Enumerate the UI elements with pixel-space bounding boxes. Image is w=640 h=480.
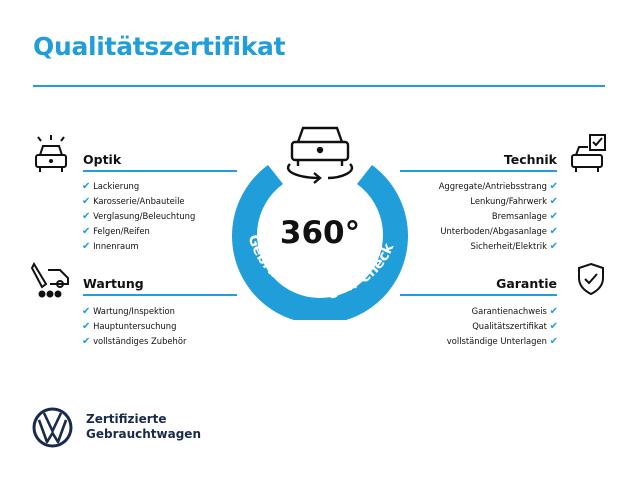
list-item: vollständige Unterlagen ✔	[446, 336, 558, 347]
check-icon: ✔	[82, 226, 91, 237]
list-item: Unterboden/Abgasanlage ✔	[440, 226, 558, 237]
list-item: ✔ Lackierung	[82, 181, 140, 192]
list-item: Bremsanlage ✔	[491, 211, 558, 222]
list-item: ✔ Innenraum	[82, 241, 139, 252]
ring	[232, 165, 408, 320]
list-item: ✔ Hauptuntersuchung	[82, 321, 177, 332]
check-icon: ✔	[82, 211, 91, 222]
check-icon: ✔	[549, 226, 558, 237]
list-item: ✔ Wartung/Inspektion	[82, 306, 175, 317]
check-icon: ✔	[549, 196, 558, 207]
section-rule	[83, 170, 237, 172]
service-tools-icon	[30, 261, 69, 298]
section-title-wartung: Wartung	[83, 276, 144, 291]
section-rule	[400, 294, 557, 296]
technik-list: Aggregate/Antriebsstrang ✔ Lenkung/Fahrw…	[439, 179, 558, 254]
check-icon: ✔	[549, 306, 558, 317]
check-icon: ✔	[82, 241, 91, 252]
list-item: ✔ vollständiges Zubehör	[82, 336, 187, 347]
section-rule	[400, 170, 557, 172]
section-title-optik: Optik	[83, 152, 122, 167]
brand-text: Zertifizierte Gebrauchtwagen	[86, 412, 201, 441]
car-checklist-icon	[571, 134, 606, 172]
section-title-technik: Technik	[503, 152, 557, 167]
list-item: Lenkung/Fahrwerk ✔	[470, 196, 558, 207]
wartung-list: ✔ Wartung/Inspektion ✔ Hauptuntersuchung…	[82, 304, 186, 349]
check-icon: ✔	[549, 211, 558, 222]
check-icon: ✔	[82, 336, 91, 347]
title-divider	[33, 85, 605, 87]
check-icon: ✔	[549, 336, 558, 347]
check-icon: ✔	[549, 321, 558, 332]
check-icon: ✔	[549, 241, 558, 252]
check-icon: ✔	[82, 321, 91, 332]
360-check-badge: 360° Gebrauchtwagen-Check	[232, 126, 408, 320]
vw-logo	[32, 407, 73, 448]
check-icon: ✔	[82, 196, 91, 207]
shield-check-icon	[578, 262, 604, 296]
check-icon: ✔	[82, 181, 91, 192]
360-label: 360°	[280, 215, 360, 251]
car-lights-icon	[35, 135, 67, 172]
list-item: ✔ Felgen/Reifen	[82, 226, 150, 237]
list-item: ✔ Verglasung/Beleuchtung	[82, 211, 196, 222]
section-rule	[83, 294, 237, 296]
list-item: Garantienachweis ✔	[471, 306, 558, 317]
page-title: Qualitätszertifikat	[33, 32, 286, 61]
section-title-garantie: Garantie	[496, 276, 557, 291]
list-item: Aggregate/Antriebsstrang ✔	[438, 181, 558, 192]
list-item: Sicherheit/Elektrik ✔	[470, 241, 558, 252]
check-icon: ✔	[549, 181, 558, 192]
check-icon: ✔	[82, 306, 91, 317]
optik-list: ✔ Lackierung ✔ Karosserie/Anbauteile ✔ V…	[82, 179, 195, 254]
garantie-list: Garantienachweis ✔ Qualitätszertifikat ✔…	[447, 304, 558, 349]
car-rotate-icon	[286, 126, 354, 184]
list-item: ✔ Karosserie/Anbauteile	[82, 196, 185, 207]
list-item: Qualitätszertifikat ✔	[472, 321, 558, 332]
